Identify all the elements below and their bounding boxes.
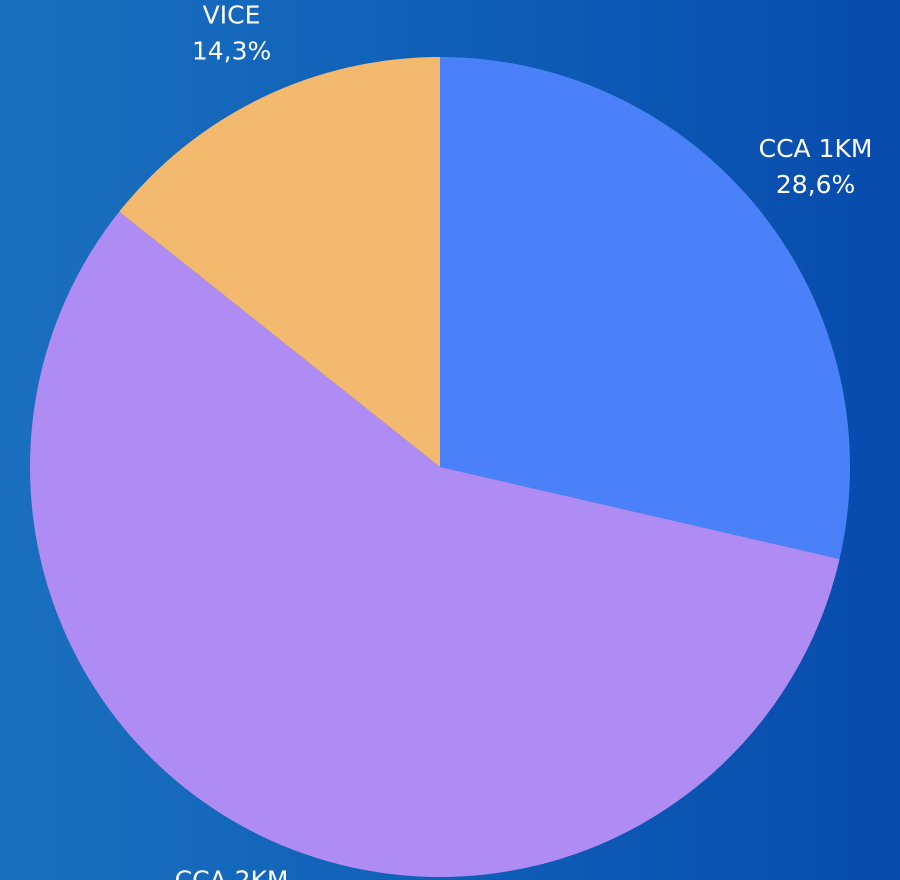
slice-label: CCA 2KM bbox=[175, 865, 289, 880]
pie-slice bbox=[119, 57, 441, 467]
slice-value-label: 28,6% bbox=[776, 170, 855, 199]
pie-slice bbox=[29, 211, 840, 878]
slice-label: VICE bbox=[203, 1, 261, 30]
slice-label: CCA 1KM bbox=[759, 134, 873, 163]
slice-value-label: 14,3% bbox=[192, 37, 271, 66]
pie-slice bbox=[440, 57, 850, 559]
